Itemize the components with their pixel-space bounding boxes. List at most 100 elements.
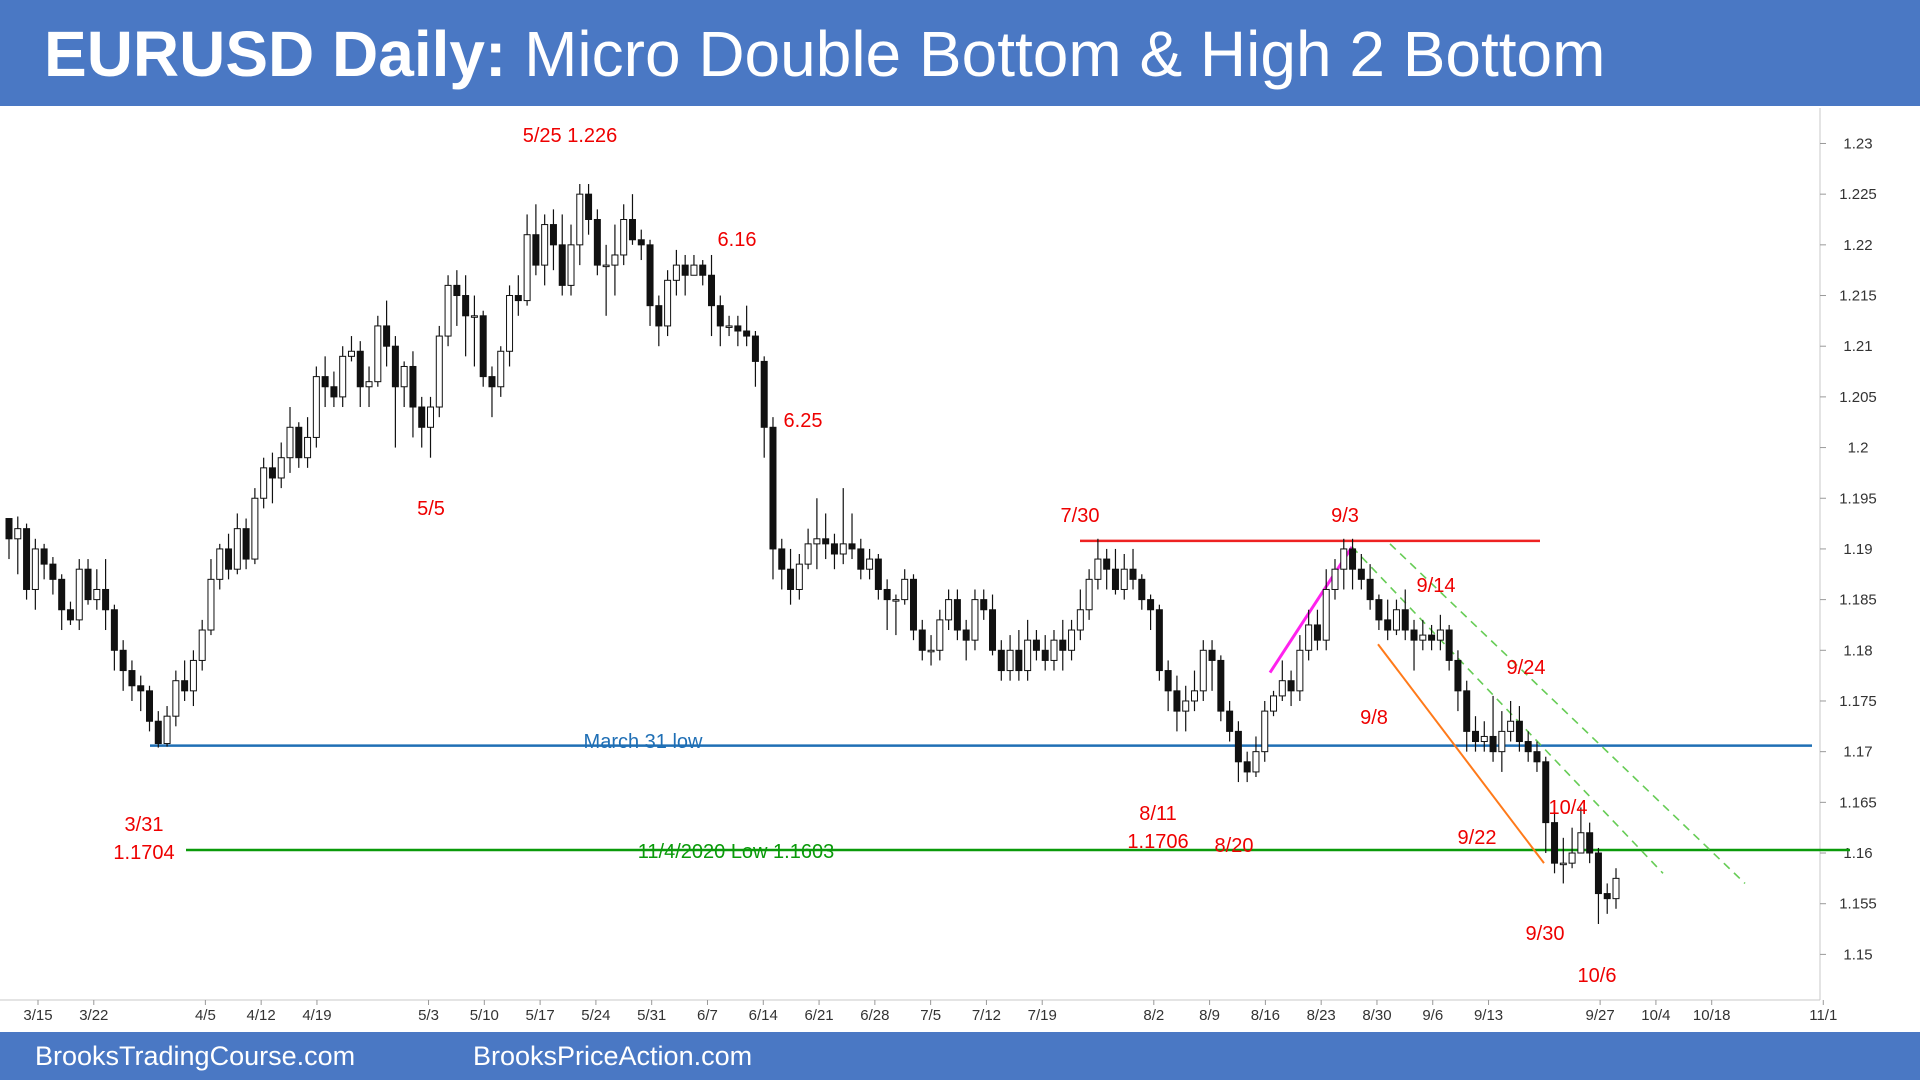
candle-bull (1261, 710, 1269, 753)
candle-bull (1252, 751, 1260, 773)
candle-bear (962, 629, 970, 641)
candle-bear (769, 426, 777, 550)
candle-bear (84, 568, 92, 601)
candle-bear (5, 518, 13, 540)
candle-bear (655, 305, 663, 327)
candle-bear (760, 360, 768, 428)
y-tick-label: 1.18 (1843, 642, 1872, 659)
candle-bear (1551, 822, 1559, 864)
candle-bull (75, 568, 83, 621)
y-tick-label: 1.23 (1843, 135, 1872, 152)
candle-bear (628, 219, 636, 241)
candle-bear (549, 224, 557, 246)
x-tick-label: 5/17 (526, 1007, 555, 1024)
footer-bar: BrooksTradingCourse.com BrooksPriceActio… (0, 1032, 1920, 1080)
candle-bear (883, 588, 891, 601)
march-31-low-line-label: March 31 low (584, 731, 703, 753)
candle-bull (207, 578, 215, 631)
candle-bull (286, 426, 294, 459)
candle-bull (1190, 690, 1198, 702)
candle-bear (225, 548, 233, 570)
candle-bear (1147, 599, 1155, 611)
y-tick-label: 1.22 (1843, 237, 1872, 254)
candle-bull (14, 528, 22, 540)
candle-bear (1138, 578, 1146, 601)
label-7-30: 7/30 (1061, 505, 1100, 527)
candle-bull (795, 563, 803, 590)
x-tick-label: 8/16 (1251, 1007, 1280, 1024)
candle-bull (1577, 832, 1585, 854)
brooks-trading-course-link[interactable]: BrooksTradingCourse.com (35, 1041, 356, 1071)
candle-bear (40, 548, 48, 565)
candle-bull (189, 659, 197, 692)
candle-bear (119, 649, 127, 672)
candle-bull (804, 543, 812, 565)
candle-bear (356, 350, 364, 388)
candle-bear (830, 543, 838, 555)
candle-bull (233, 528, 241, 570)
candle-bear (1603, 893, 1611, 900)
candle-bull (198, 629, 206, 661)
candle-bear (479, 315, 487, 378)
candle-bull (435, 335, 443, 408)
x-tick-label: 7/5 (920, 1007, 941, 1024)
candle-bull (1331, 568, 1339, 590)
candle-bear (953, 599, 961, 631)
candle-bear (137, 685, 145, 692)
candle-bull (1270, 695, 1278, 712)
brooks-price-action-link[interactable]: BrooksPriceAction.com (473, 1041, 753, 1071)
x-tick-label: 4/5 (195, 1007, 216, 1024)
candle-bear (1243, 761, 1251, 773)
candle-bear (1059, 639, 1067, 651)
candle-bear (181, 680, 189, 692)
candle-bear (822, 538, 830, 545)
x-tick-label: 8/2 (1143, 1007, 1164, 1024)
candle-bear (1103, 558, 1111, 570)
candle-bull (1024, 639, 1032, 672)
y-tick-label: 1.19 (1843, 541, 1872, 558)
candle-bull (365, 381, 373, 388)
candle-layer (5, 184, 1620, 924)
candle-bear (778, 548, 786, 570)
candle-bull (1392, 609, 1400, 631)
candle-bear (128, 670, 136, 687)
candle-bull (497, 350, 505, 388)
candle-bear (1357, 568, 1365, 580)
label-10-4: 10/4 (1549, 797, 1588, 819)
candle-bear (1349, 548, 1357, 570)
candle-bear (1375, 599, 1383, 621)
candle-bear (409, 365, 417, 408)
candle-bull (347, 350, 355, 357)
candle-bear (593, 219, 601, 266)
x-tick-label: 4/19 (302, 1007, 331, 1024)
x-tick-label: 10/4 (1641, 1007, 1670, 1024)
candle-bull (1094, 558, 1102, 580)
candle-bear (1111, 568, 1119, 590)
candle-bear (743, 330, 751, 337)
y-tick-label: 1.17 (1843, 744, 1872, 761)
candle-bear (453, 284, 461, 297)
candle-bear (330, 386, 338, 398)
x-tick-label: 5/24 (581, 1007, 610, 1024)
candle-bear (321, 376, 329, 388)
price-chart: 1.15 1.155 1.16 1.165 1.17 1.175 1.18 1.185 1.19… (0, 108, 1877, 1024)
title-bold: EURUSD Daily: (44, 18, 507, 90)
candle-bear (1173, 690, 1181, 712)
candle-bull (312, 376, 320, 438)
line-layer (150, 539, 1850, 885)
candle-bull (927, 649, 935, 653)
x-tick-label: 6/21 (804, 1007, 833, 1024)
label-9-24: 9/24 (1507, 657, 1546, 679)
candle-bear (514, 295, 522, 302)
orange-trend-line (1377, 643, 1545, 864)
x-tick-label: 7/12 (972, 1007, 1001, 1024)
x-tick-label: 5/10 (470, 1007, 499, 1024)
candle-bear (1287, 680, 1295, 692)
candle-bear (585, 193, 593, 220)
x-tick-label: 11/1 (1809, 1007, 1837, 1024)
y-tick-label: 1.205 (1839, 389, 1877, 406)
candle-bull (866, 558, 874, 570)
x-tick-label: 5/3 (418, 1007, 439, 1024)
candle-bear (1445, 629, 1453, 661)
candle-bull (400, 365, 408, 388)
